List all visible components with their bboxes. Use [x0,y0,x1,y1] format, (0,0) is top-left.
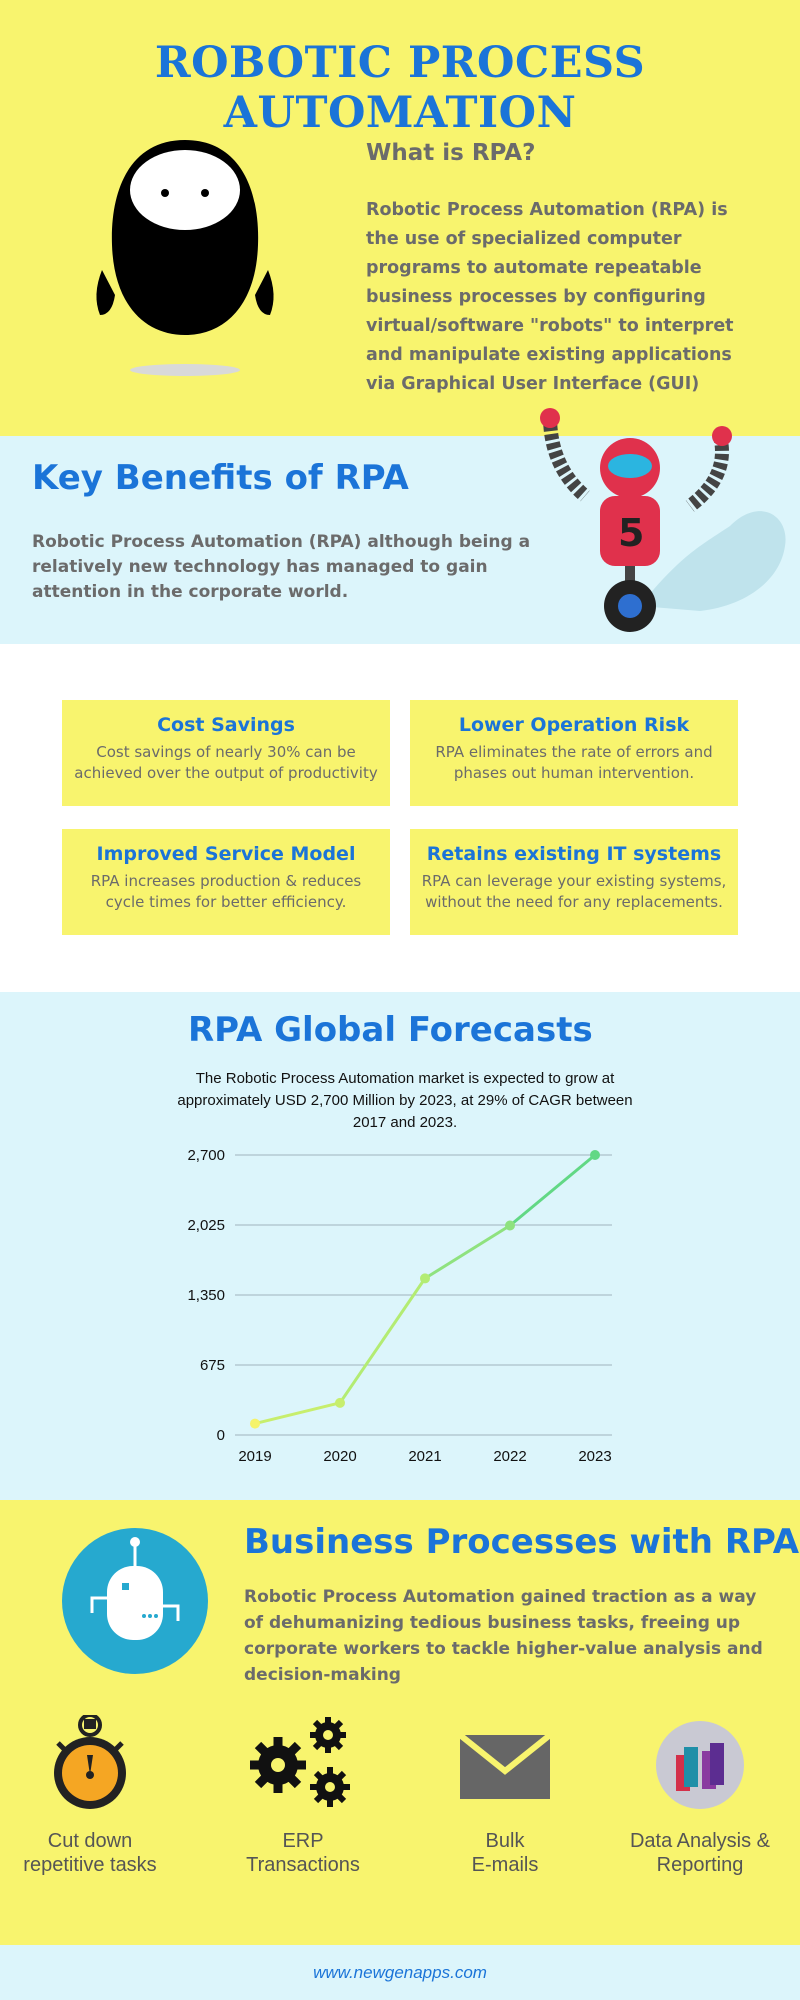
benefits-grid-section: Cost Savings Cost savings of nearly 30% … [0,644,800,992]
business-text: Robotic Process Automation gained tracti… [244,1587,763,1685]
key-benefits-heading: Key Benefits of RPA [32,458,409,498]
footer-url[interactable]: www.newgenapps.com [313,1963,487,1982]
intro-section: ROBOTIC PROCESS AUTOMATION What is RPA? … [0,0,800,436]
what-is-heading: What is RPA? [366,140,536,166]
what-is-text: Robotic Process Automation (RPA) is the … [366,200,734,394]
data-point [505,1220,515,1231]
data-point [420,1273,430,1284]
x-tick-label: 2021 [408,1448,441,1465]
page-title: ROBOTIC PROCESS AUTOMATION [154,38,646,138]
series-segment [338,1277,427,1404]
robot-mascot-icon [96,140,274,376]
y-tick-label: 1,350 [187,1287,225,1304]
feature-item: Cut down repetitive tasks [0,1715,180,1877]
svg-text:5: 5 [618,511,644,555]
data-point [335,1397,345,1408]
benefit-text: RPA can leverage your existing systems, … [421,872,727,911]
footer-section: www.newgenapps.com [0,1945,800,2000]
envelope-icon [458,1732,552,1799]
bar-chart-icon [656,1721,744,1809]
benefit-title: Retains existing IT systems [426,843,722,865]
feature-label: Bulk E-mails [471,1830,539,1876]
benefit-text: RPA increases production & reduces cycle… [90,872,362,911]
benefit-card: Cost Savings Cost savings of nearly 30% … [62,700,390,806]
forecast-heading: RPA Global Forecasts [188,1010,593,1050]
unicycle-robot-icon: 5 [540,408,786,632]
benefit-title: Improved Service Model [96,843,356,865]
benefit-card: Lower Operation Risk RPA eliminates the … [410,700,738,806]
feature-label: Cut down repetitive tasks [23,1830,157,1876]
business-processes-section: Business Processes with RPA Robotic Proc… [0,1500,800,1945]
business-heading: Business Processes with RPA [244,1522,800,1562]
x-tick-label: 2019 [238,1448,271,1465]
x-tick-label: 2023 [578,1448,611,1465]
series-segment [509,1153,596,1227]
key-benefits-section: Key Benefits of RPA Robotic Process Auto… [0,408,800,644]
feature-item: Bulk E-mails [415,1715,595,1877]
benefit-card: Improved Service Model RPA increases pro… [62,829,390,935]
forecast-description: The Robotic Process Automation market is… [177,1070,633,1131]
benefit-title: Lower Operation Risk [458,714,690,736]
data-point [590,1150,600,1160]
forecast-section: RPA Global Forecasts The Robotic Process… [0,992,800,1500]
y-tick-label: 2,025 [187,1217,225,1234]
benefit-text: RPA eliminates the rate of errors and ph… [435,743,713,782]
y-tick-label: 0 [217,1427,225,1444]
data-point [250,1418,260,1429]
benefit-card: Retains existing IT systems RPA can leve… [410,829,738,935]
feature-item: ERP Transactions [213,1715,393,1877]
x-tick-label: 2022 [493,1448,526,1465]
benefit-text: Cost savings of nearly 30% can be achiev… [74,743,378,782]
stopwatch-icon [54,1715,126,1809]
forecast-line-chart: 0 675 1,350 2,025 2,700 2019 2020 2021 2022 2023 [187,1147,612,1465]
robot-circle-icon [62,1528,208,1674]
series-segment [424,1224,511,1280]
feature-label: ERP Transactions [246,1830,360,1876]
y-tick-label: 2,700 [187,1147,225,1164]
x-tick-label: 2020 [323,1448,356,1465]
feature-label: Data Analysis & Reporting [629,1830,771,1876]
y-tick-label: 675 [200,1357,225,1374]
benefit-title: Cost Savings [157,714,295,736]
gears-icon [250,1717,350,1807]
feature-item: Data Analysis & Reporting [610,1715,790,1877]
key-benefits-text: Robotic Process Automation (RPA) althoug… [32,532,531,602]
series-segment [254,1401,341,1426]
